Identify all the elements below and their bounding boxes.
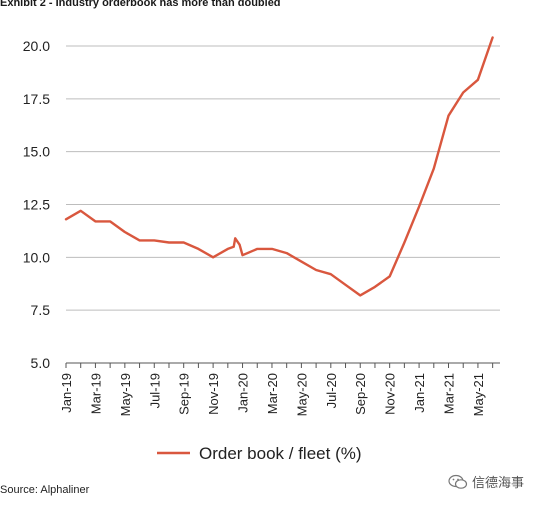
source-note: Source: Alphaliner — [0, 484, 90, 496]
y-tick-label: 5.0 — [31, 355, 51, 371]
y-tick-label: 20.0 — [23, 38, 50, 54]
series-line — [64, 36, 494, 297]
grid-lines — [66, 45, 500, 311]
y-tick-label: 17.5 — [23, 91, 50, 107]
y-tick-labels: 5.0 7.5 10.0 12.5 15.0 17.5 20.0 — [23, 38, 50, 371]
x-tick-label: Jul-20 — [324, 373, 339, 408]
x-tick-label: Nov-20 — [383, 373, 398, 415]
y-tick-label: 15.0 — [23, 144, 50, 160]
x-tick-label: May-21 — [471, 373, 486, 416]
x-tick-label: Mar-20 — [265, 373, 280, 414]
wechat-icon — [448, 474, 468, 489]
x-tick-label: Jan-19 — [59, 373, 74, 413]
x-tick-label: May-20 — [294, 373, 309, 416]
y-tick-label: 12.5 — [23, 197, 50, 213]
x-tick-label: Nov-19 — [206, 373, 221, 415]
x-tick-label: Mar-21 — [442, 373, 457, 414]
watermark: 信德海事 — [448, 472, 524, 491]
x-tick-label: Sep-20 — [353, 373, 368, 415]
y-tick-label: 7.5 — [31, 302, 51, 318]
watermark-text: 信德海事 — [472, 475, 525, 490]
x-tick-label: Jan-21 — [412, 373, 427, 413]
series-lines — [64, 36, 494, 297]
chart-title: Exhibit 2 - Industry orderbook has more … — [0, 0, 281, 9]
x-tick-label: Sep-19 — [177, 373, 192, 415]
axes — [65, 362, 500, 368]
x-tick-labels: Jan-19 Mar-19 May-19 Jul-19 Sep-19 Nov-19 Jan-… — [59, 373, 486, 416]
legend: Order book / fleet (%) — [157, 444, 362, 463]
x-tick-label: May-19 — [118, 373, 133, 416]
x-tick-label: Mar-19 — [88, 373, 103, 414]
legend-label: Order book / fleet (%) — [199, 444, 362, 463]
x-tick-label: Jul-19 — [147, 373, 162, 408]
x-tick-label: Jan-20 — [236, 373, 251, 413]
y-tick-label: 10.0 — [23, 249, 50, 265]
